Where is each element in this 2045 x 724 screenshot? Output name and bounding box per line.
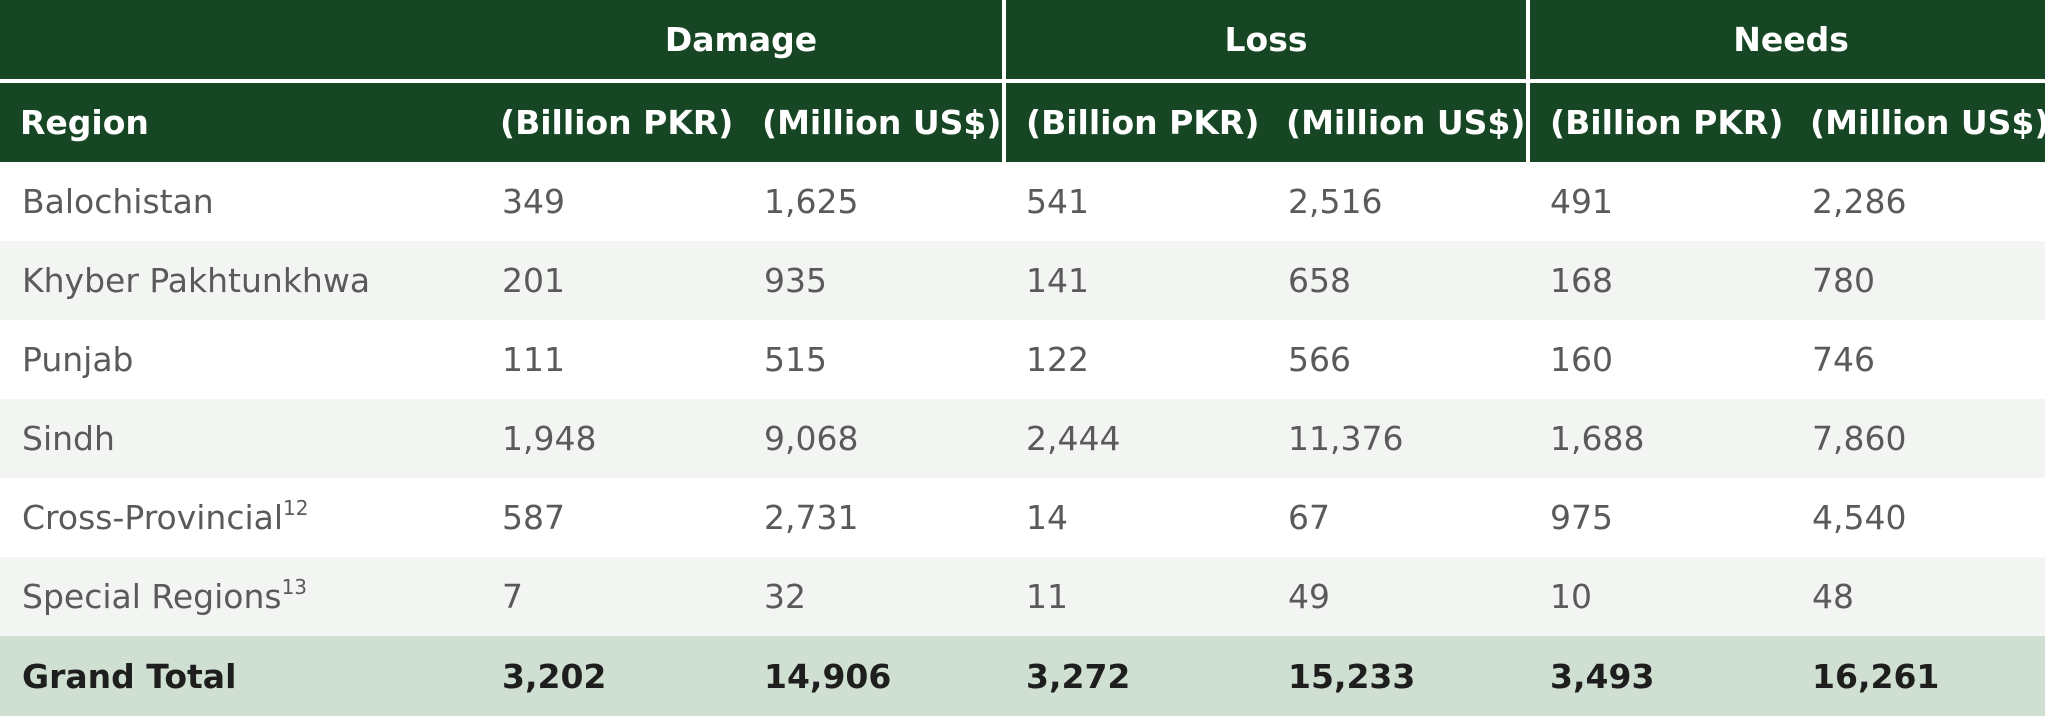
region-cell: Cross-Provincial12 [0, 478, 480, 557]
value-cell: 587 [480, 478, 742, 557]
damage-pkr-header: (Billion PKR) [480, 79, 742, 162]
value-cell: 10 [1528, 557, 1791, 636]
table-row: Khyber Pakhtunkhwa 201 935 141 658 168 780 [0, 241, 2045, 320]
table-body: Balochistan 349 1,625 541 2,516 491 2,286 Khybe… [0, 162, 2045, 716]
value-cell: 49 [1266, 557, 1529, 636]
value-cell: 975 [1528, 478, 1791, 557]
value-cell: 168 [1528, 241, 1791, 320]
value-cell: 11,376 [1266, 399, 1529, 478]
region-name: Sindh [22, 419, 115, 458]
group-header-needs: Needs [1526, 0, 2045, 81]
value-cell: 935 [742, 241, 1005, 320]
value-cell: 491 [1528, 162, 1791, 241]
region-cell: Balochistan [0, 162, 480, 241]
value-cell: 1,625 [742, 162, 1005, 241]
value-cell: 7 [480, 557, 742, 636]
value-cell: 201 [480, 241, 742, 320]
value-cell: 746 [1790, 320, 2045, 399]
region-name: Balochistan [22, 182, 214, 221]
region-cell: Special Regions13 [0, 557, 480, 636]
value-cell: 1,948 [480, 399, 742, 478]
value-cell: 541 [1004, 162, 1267, 241]
table-row: Special Regions13 7 32 11 49 10 48 [0, 557, 2045, 636]
table-row: Punjab 111 515 122 566 160 746 [0, 320, 2045, 399]
value-cell: 9,068 [742, 399, 1005, 478]
total-value-cell: 16,261 [1790, 636, 2045, 716]
value-cell: 32 [742, 557, 1005, 636]
region-name: Special Regions [22, 577, 282, 616]
table-row: Balochistan 349 1,625 541 2,516 491 2,286 [0, 162, 2045, 241]
grand-total-row: Grand Total 3,202 14,906 3,272 15,233 3,493 16… [0, 636, 2045, 716]
footnote-marker: 12 [283, 496, 309, 520]
value-cell: 11 [1004, 557, 1267, 636]
table-row: Sindh 1,948 9,068 2,444 11,376 1,688 7,860 [0, 399, 2045, 478]
value-cell: 122 [1004, 320, 1267, 399]
column-header-row: Region (Billion PKR) (Million US$) (Bill… [0, 79, 2045, 162]
table-row: Cross-Provincial12 587 2,731 14 67 975 4,540 [0, 478, 2045, 557]
group-header-blank [0, 0, 480, 81]
region-cell: Sindh [0, 399, 480, 478]
needs-usd-header: (Million US$) [1790, 79, 2045, 162]
value-cell: 14 [1004, 478, 1267, 557]
total-value-cell: 3,493 [1528, 636, 1791, 716]
value-cell: 111 [480, 320, 742, 399]
region-column-header: Region [0, 79, 480, 162]
value-cell: 2,286 [1790, 162, 2045, 241]
group-header-row: Damage Loss Needs [0, 0, 2045, 81]
loss-pkr-header: (Billion PKR) [1002, 79, 1267, 162]
group-header-damage: Damage [480, 0, 1005, 81]
group-header-loss: Loss [1002, 0, 1529, 81]
footnote-marker: 13 [281, 575, 308, 599]
value-cell: 780 [1790, 241, 2045, 320]
total-value-cell: 15,233 [1266, 636, 1529, 716]
grand-total-label: Grand Total [0, 636, 480, 716]
region-cell: Punjab [0, 320, 480, 399]
value-cell: 349 [480, 162, 742, 241]
region-name: Punjab [22, 340, 134, 379]
loss-usd-header: (Million US$) [1266, 79, 1529, 162]
total-value-cell: 3,202 [480, 636, 742, 716]
value-cell: 67 [1266, 478, 1529, 557]
total-value-cell: 14,906 [742, 636, 1005, 716]
total-value-cell: 3,272 [1004, 636, 1267, 716]
value-cell: 48 [1790, 557, 2045, 636]
value-cell: 2,731 [742, 478, 1005, 557]
value-cell: 658 [1266, 241, 1529, 320]
value-cell: 4,540 [1790, 478, 2045, 557]
value-cell: 1,688 [1528, 399, 1791, 478]
damage-usd-header: (Million US$) [742, 79, 1005, 162]
value-cell: 515 [742, 320, 1005, 399]
value-cell: 160 [1528, 320, 1791, 399]
value-cell: 141 [1004, 241, 1267, 320]
region-cell: Khyber Pakhtunkhwa [0, 241, 480, 320]
value-cell: 566 [1266, 320, 1529, 399]
value-cell: 7,860 [1790, 399, 2045, 478]
value-cell: 2,444 [1004, 399, 1267, 478]
value-cell: 2,516 [1266, 162, 1529, 241]
region-name: Cross-Provincial [22, 498, 284, 537]
needs-pkr-header: (Billion PKR) [1526, 79, 1791, 162]
region-name: Khyber Pakhtunkhwa [22, 261, 371, 300]
